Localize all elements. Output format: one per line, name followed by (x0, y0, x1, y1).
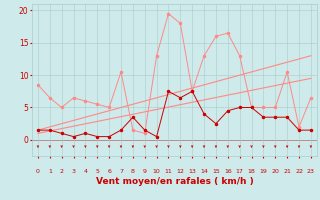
X-axis label: Vent moyen/en rafales ( km/h ): Vent moyen/en rafales ( km/h ) (96, 177, 253, 186)
